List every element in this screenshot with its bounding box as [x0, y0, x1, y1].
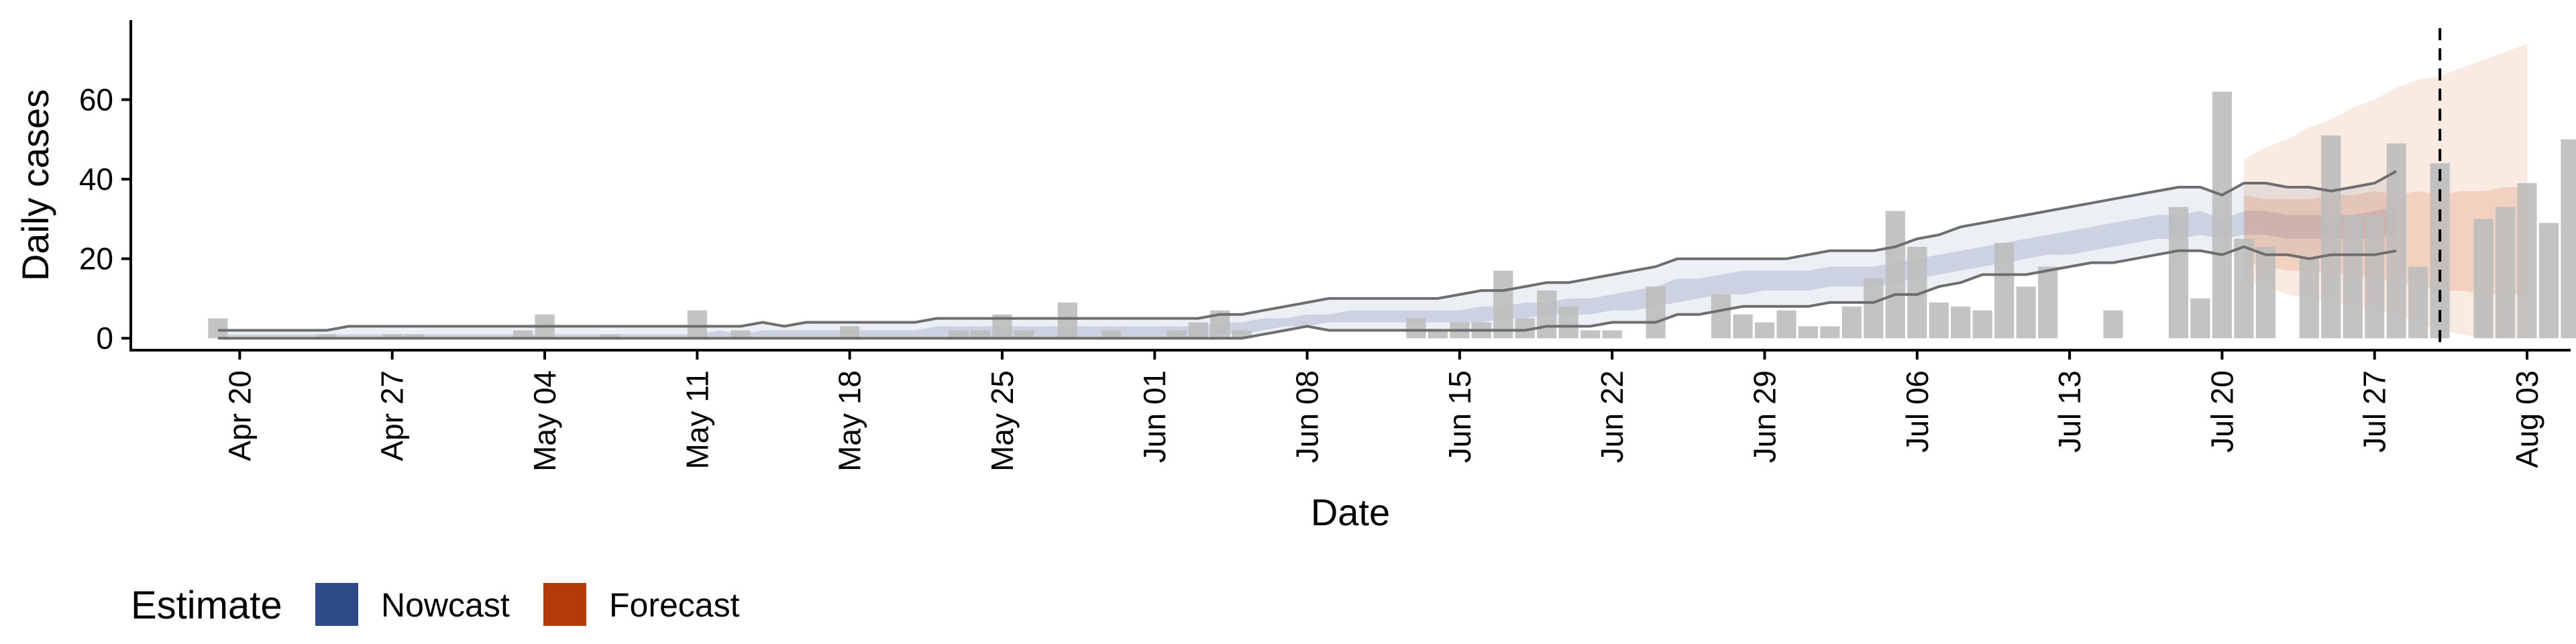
daily-case-bar: [1558, 306, 1578, 339]
nowcast-band-outer: [217, 171, 2397, 339]
x-tick-label: Jun 01: [1137, 370, 1172, 463]
x-tick-label: Jul 20: [2204, 370, 2239, 453]
x-tick-label: Jun 08: [1290, 370, 1325, 463]
legend-swatch-forecast: [543, 583, 586, 626]
y-tick-label: 40: [79, 162, 113, 197]
daily-case-bar: [2016, 286, 2036, 339]
daily-case-bar: [1101, 330, 1121, 339]
legend-swatch-nowcast: [315, 583, 358, 626]
x-tick-label: Jul 13: [2052, 370, 2087, 453]
daily-case-bar: [2038, 266, 2058, 339]
y-axis-title: Daily cases: [14, 89, 56, 281]
daily-case-bar: [1580, 330, 1601, 339]
daily-case-bar: [2496, 207, 2516, 339]
daily-case-bar: [1057, 302, 1077, 339]
daily-case-bar: [1014, 330, 1034, 339]
y-tick-label: 0: [96, 321, 113, 356]
x-tick-label: Apr 27: [375, 370, 410, 462]
daily-case-bar: [2561, 139, 2576, 339]
daily-case-bar: [970, 330, 990, 339]
band-outline-lines: [217, 170, 2398, 340]
daily-case-bar: [1711, 294, 1731, 339]
daily-case-bar: [2365, 215, 2385, 339]
daily-case-bar: [1754, 322, 1775, 339]
y-tick-label: 20: [79, 241, 113, 276]
x-tick-label: Jul 06: [1900, 370, 1935, 453]
x-tick-label: Apr 20: [222, 370, 257, 462]
daily-case-bar: [1929, 302, 1949, 339]
daily-case-bar: [2103, 310, 2123, 339]
x-tick-label: Jul 27: [2357, 370, 2392, 453]
x-axis-ticks: Apr 20 Apr 27 May 04 May 11 May 18 May 25 Jun …: [222, 350, 2544, 472]
daily-case-bar: [1972, 310, 1992, 339]
daily-case-bars: [208, 91, 2576, 339]
x-tick-label: Jun 29: [1748, 370, 1782, 463]
daily-case-bar: [1646, 286, 1666, 339]
x-tick-label: May 25: [985, 370, 1020, 472]
daily-case-bar: [600, 334, 620, 339]
daily-case-bar: [1733, 314, 1753, 339]
daily-case-bar: [1841, 306, 1862, 339]
daily-case-bar: [2343, 215, 2363, 339]
daily-case-bar: [2473, 219, 2493, 339]
legend-title: Estimate: [131, 584, 282, 627]
daily-case-bar: [687, 310, 707, 339]
daily-case-bar: [317, 334, 337, 339]
daily-case-bar: [731, 330, 751, 339]
legend: Estimate Nowcast Forecast: [131, 583, 740, 627]
axes: [129, 20, 2571, 352]
legend-label-nowcast: Nowcast: [381, 586, 510, 624]
daily-case-bar: [1188, 322, 1208, 339]
daily-case-bar: [949, 330, 969, 339]
legend-label-forecast: Forecast: [609, 586, 740, 624]
daily-case-bar: [1232, 330, 1252, 339]
y-tick-label: 60: [79, 83, 113, 117]
daily-case-bar: [1994, 243, 2015, 339]
daily-case-bar: [2234, 239, 2254, 339]
daily-case-bar: [1820, 326, 1840, 339]
daily-case-bar: [1864, 278, 1884, 339]
daily-case-bar: [1951, 306, 1971, 339]
y-axis-ticks: 0 20 40 60: [79, 83, 131, 356]
x-tick-label: Jun 15: [1442, 370, 1477, 463]
daily-case-bar: [2321, 135, 2341, 339]
x-tick-label: May 04: [527, 370, 562, 472]
nowcast-upper-line: [217, 170, 2398, 332]
daily-case-bar: [1885, 211, 1905, 339]
daily-case-bar: [2168, 207, 2189, 339]
daily-case-bar: [1798, 326, 1818, 339]
nowcast-lower-line: [217, 245, 2397, 340]
daily-case-bar: [2212, 91, 2232, 339]
daily-case-bar: [2517, 183, 2537, 339]
daily-case-bar: [2190, 298, 2210, 339]
daily-case-bar: [1776, 310, 1796, 339]
daily-case-bar: [1167, 330, 1187, 339]
daily-case-bar: [840, 326, 860, 339]
daily-case-bar: [1537, 290, 1557, 339]
daily-case-bar: [2538, 223, 2559, 339]
daily-case-bar: [208, 318, 228, 339]
daily-case-bar: [2408, 266, 2428, 339]
x-tick-label: May 18: [833, 370, 867, 472]
daily-case-bar: [404, 334, 424, 339]
daily-case-bar: [382, 334, 402, 339]
x-axis-title: Date: [1311, 491, 1390, 533]
daily-case-bar: [1428, 330, 1448, 339]
daily-case-bar: [513, 330, 533, 339]
x-tick-label: May 11: [680, 370, 714, 469]
daily-case-bar: [2255, 246, 2275, 339]
x-tick-label: Aug 03: [2510, 370, 2544, 468]
daily-case-bar: [1406, 318, 1426, 339]
daily-case-bar: [1602, 330, 1622, 339]
x-tick-label: Jun 22: [1595, 370, 1629, 463]
daily-case-bar: [1493, 270, 1513, 339]
daily-case-bar: [2299, 258, 2319, 339]
